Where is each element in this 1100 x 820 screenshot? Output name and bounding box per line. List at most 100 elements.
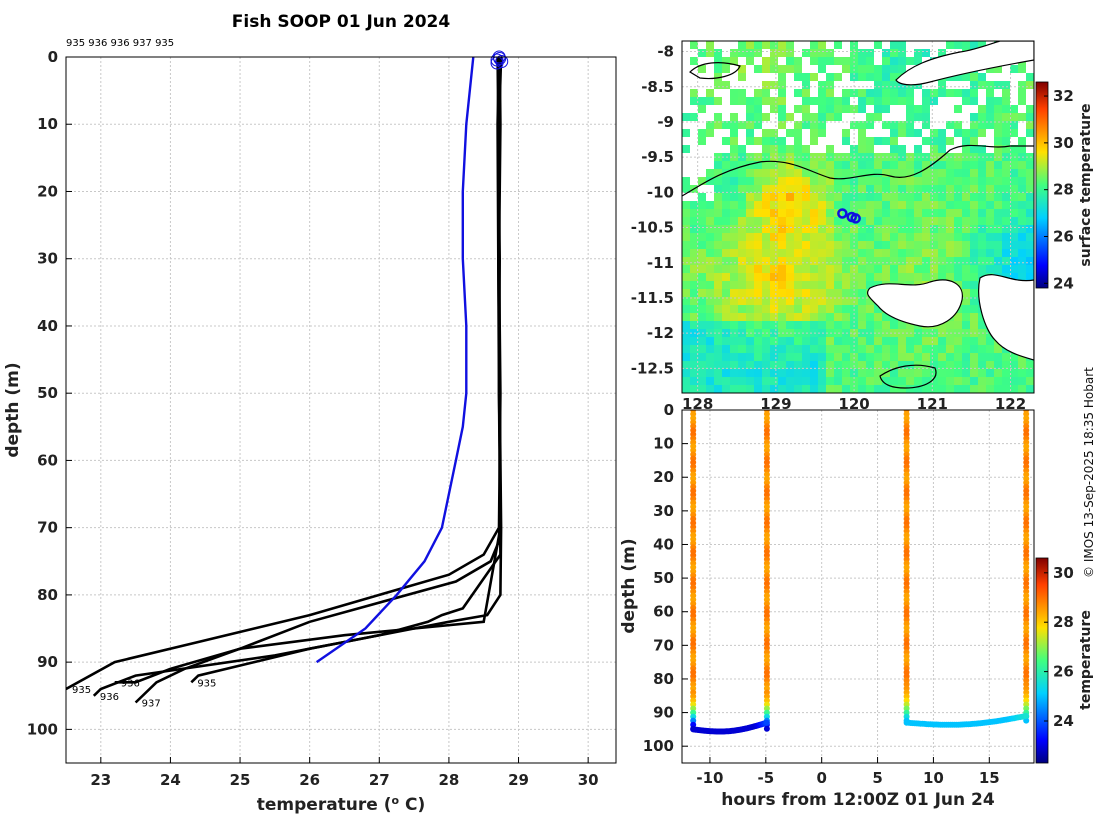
sst-cell [954,105,962,113]
sst-cell [698,369,706,377]
sst-cell [890,233,898,241]
sst-cell [714,241,722,249]
profile-x-tick-label: 28 [438,771,459,789]
sst-cell [858,273,866,281]
section-point [1023,491,1030,498]
sst-cell [978,193,986,201]
sst-cell [978,353,986,361]
sst-cell [770,217,778,225]
sst-cell [690,233,698,241]
sst-cell [810,377,818,385]
section-colorbar-tick-label: 26 [1053,663,1074,681]
sst-cell [738,217,746,225]
sst-cell [738,345,746,353]
sst-cell [762,177,770,185]
sst-cell [810,313,818,321]
sst-cell [746,57,754,65]
sst-cell [690,201,698,209]
sst-cell [954,313,962,321]
sst-cell [738,361,746,369]
sst-cell [794,257,802,265]
sst-cell [826,193,834,201]
sst-cell [810,321,818,329]
sst-cell [898,217,906,225]
sst-cell [794,217,802,225]
sst-cell [994,265,1002,273]
sst-cell [962,361,970,369]
sst-cell [986,217,994,225]
sst-cell [970,321,978,329]
sst-cell [938,225,946,233]
profile-x-tick-label: 25 [230,771,251,789]
sst-cell [762,161,770,169]
sst-cell [1010,169,1018,177]
sst-cell [874,361,882,369]
sst-cell [714,65,722,73]
sst-cell [898,337,906,345]
sst-cell [754,161,762,169]
sst-cell [866,193,874,201]
sst-cell [986,337,994,345]
sst-cell [754,369,762,377]
sst-cell [690,369,698,377]
sst-cell [1018,209,1026,217]
sst-cell [690,321,698,329]
sst-cell [810,361,818,369]
sst-cell [738,249,746,257]
sst-cell [930,225,938,233]
sst-cell [834,369,842,377]
sst-cell [1026,241,1034,249]
section-point [763,503,770,510]
sst-cell [1018,353,1026,361]
map-colorbar-tick-label: 28 [1053,181,1074,199]
profile-plot-frame [65,56,617,764]
sst-cell [786,161,794,169]
sst-cell [714,113,722,121]
sst-cell [858,169,866,177]
sst-cell [922,89,930,97]
sst-cell [882,377,890,385]
sst-cell [954,369,962,377]
sst-cell [1010,121,1018,129]
sst-cell [746,265,754,273]
sst-cell [970,73,978,81]
sst-cell [946,193,954,201]
sst-cell [914,369,922,377]
sst-cell [682,201,690,209]
sst-cell [810,201,818,209]
coastline-island [866,279,963,328]
profile-ids-label: 935 936 936 937 935 [66,38,174,49]
sst-cell [754,225,762,233]
section-point [690,600,697,607]
sst-cell [1018,233,1026,241]
sst-cell [714,233,722,241]
sst-cell [882,265,890,273]
sst-cell [786,273,794,281]
sst-cell [786,305,794,313]
sst-cell [866,217,874,225]
sst-cell [882,217,890,225]
section-x-tick-label: 5 [872,769,882,787]
sst-cell [730,377,738,385]
sst-cell [714,81,722,89]
sst-cell [858,241,866,249]
sst-cell [882,385,890,393]
sst-cell [706,249,714,257]
sst-cell [802,113,810,121]
sst-cell [794,289,802,297]
sst-cell [866,49,874,57]
sst-cell [762,65,770,73]
sst-cell [770,209,778,217]
sst-cell [946,257,954,265]
sst-cell [882,201,890,209]
sst-cell [762,129,770,137]
sst-cell [994,129,1002,137]
sst-cell [714,257,722,265]
sst-cell [794,353,802,361]
sst-cell [834,377,842,385]
sst-cell [834,257,842,265]
sst-cell [970,305,978,313]
sst-cell [730,289,738,297]
sst-cell [818,385,826,393]
sst-cell [1002,89,1010,97]
